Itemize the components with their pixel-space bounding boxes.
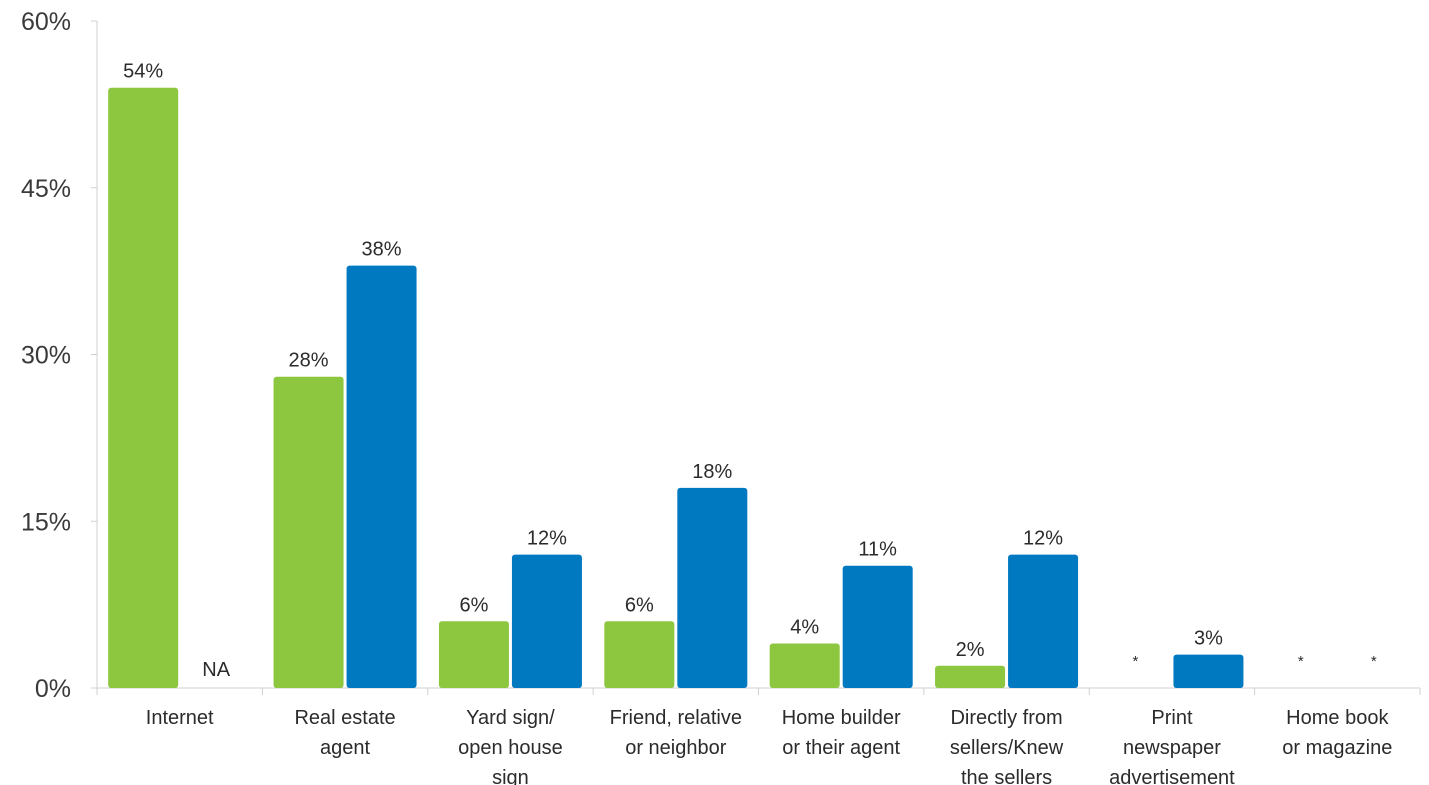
data-label: 11% bbox=[858, 539, 897, 561]
bar-green-1 bbox=[273, 376, 344, 688]
category-label-line: newspaper bbox=[1123, 737, 1221, 759]
data-label: 6% bbox=[459, 594, 488, 616]
category-label: Home book or magazine bbox=[1282, 707, 1392, 759]
bar-blue-2 bbox=[511, 554, 582, 688]
data-label: 3% bbox=[1194, 628, 1223, 650]
category-label-line: open house bbox=[458, 737, 563, 759]
category-label-line: Yard sign/ bbox=[466, 707, 555, 729]
category-labels: Internet Real estate agent Yard sign/open h… bbox=[146, 707, 1393, 785]
y-axis: 0% 15% 30% 45% 60% bbox=[21, 8, 98, 703]
category-label: Print newspaper advertisement bbox=[1109, 707, 1235, 785]
na-label: NA bbox=[202, 659, 230, 681]
category-label-line: or neighbor bbox=[625, 737, 727, 759]
bar-green-5 bbox=[935, 665, 1006, 688]
y-tick-label: 30% bbox=[21, 342, 71, 370]
bar-green-4 bbox=[769, 643, 840, 688]
category-label-line: Real estate bbox=[294, 707, 395, 729]
bar-blue-3 bbox=[677, 487, 748, 688]
category-label-line: or their agent bbox=[782, 737, 900, 759]
bar-blue-4 bbox=[842, 565, 913, 688]
bar-blue-6 bbox=[1173, 654, 1244, 688]
data-label: 18% bbox=[692, 461, 732, 483]
y-tick-label: 0% bbox=[35, 675, 71, 703]
category-label: Internet bbox=[146, 707, 214, 729]
category-label: Yard sign/open house sign bbox=[458, 707, 563, 785]
bars bbox=[108, 87, 1244, 688]
category-label-line: Directly from bbox=[950, 707, 1062, 729]
bar-green-2 bbox=[438, 621, 509, 688]
not-applicable-marker: * bbox=[1133, 653, 1139, 670]
y-tick-label: 45% bbox=[21, 175, 71, 203]
data-label: 4% bbox=[790, 617, 819, 639]
not-applicable-marker: * bbox=[1298, 653, 1304, 670]
bar-green-3 bbox=[604, 621, 675, 688]
category-label: Home builder or their agent bbox=[782, 707, 901, 759]
not-applicable-marker: * bbox=[1371, 653, 1377, 670]
bar-blue-1 bbox=[346, 265, 417, 688]
category-label-line: sign bbox=[492, 767, 529, 785]
data-label: 38% bbox=[362, 239, 402, 261]
y-tick-label: 15% bbox=[21, 508, 71, 536]
y-tick-label: 60% bbox=[21, 8, 71, 36]
bar-blue-5 bbox=[1008, 554, 1079, 688]
data-label: 12% bbox=[527, 528, 567, 550]
category-label-line: agent bbox=[320, 737, 370, 759]
category-label-line: Friend, relative bbox=[610, 707, 742, 729]
x-axis bbox=[96, 687, 1421, 695]
category-label: Friend, relative or neighbor bbox=[610, 707, 742, 759]
category-label-line: Home book bbox=[1286, 707, 1389, 729]
category-label: Real estate agent bbox=[294, 707, 395, 759]
category-label-line: advertisement bbox=[1109, 767, 1235, 785]
category-label-line: the sellers bbox=[961, 767, 1052, 785]
data-label: 6% bbox=[625, 594, 654, 616]
bar-green-0 bbox=[108, 87, 179, 688]
data-label: 28% bbox=[289, 350, 329, 372]
category-label-line: sellers/Knew bbox=[950, 737, 1064, 759]
data-labels: 54% NA 28% 38% 6% 12% 6% 18% 4% 11% 2% 12% * 3% * * bbox=[123, 61, 1377, 681]
data-label: 12% bbox=[1023, 528, 1063, 550]
data-label: 54% bbox=[123, 61, 163, 83]
category-label-line: Internet bbox=[146, 707, 214, 729]
category-label-line: or magazine bbox=[1282, 737, 1392, 759]
category-label-line: Print bbox=[1151, 707, 1193, 729]
data-label: 2% bbox=[956, 639, 985, 661]
category-label: Directly from sellers/Knew the sellers bbox=[950, 707, 1064, 785]
category-label-line: Home builder bbox=[782, 707, 901, 729]
